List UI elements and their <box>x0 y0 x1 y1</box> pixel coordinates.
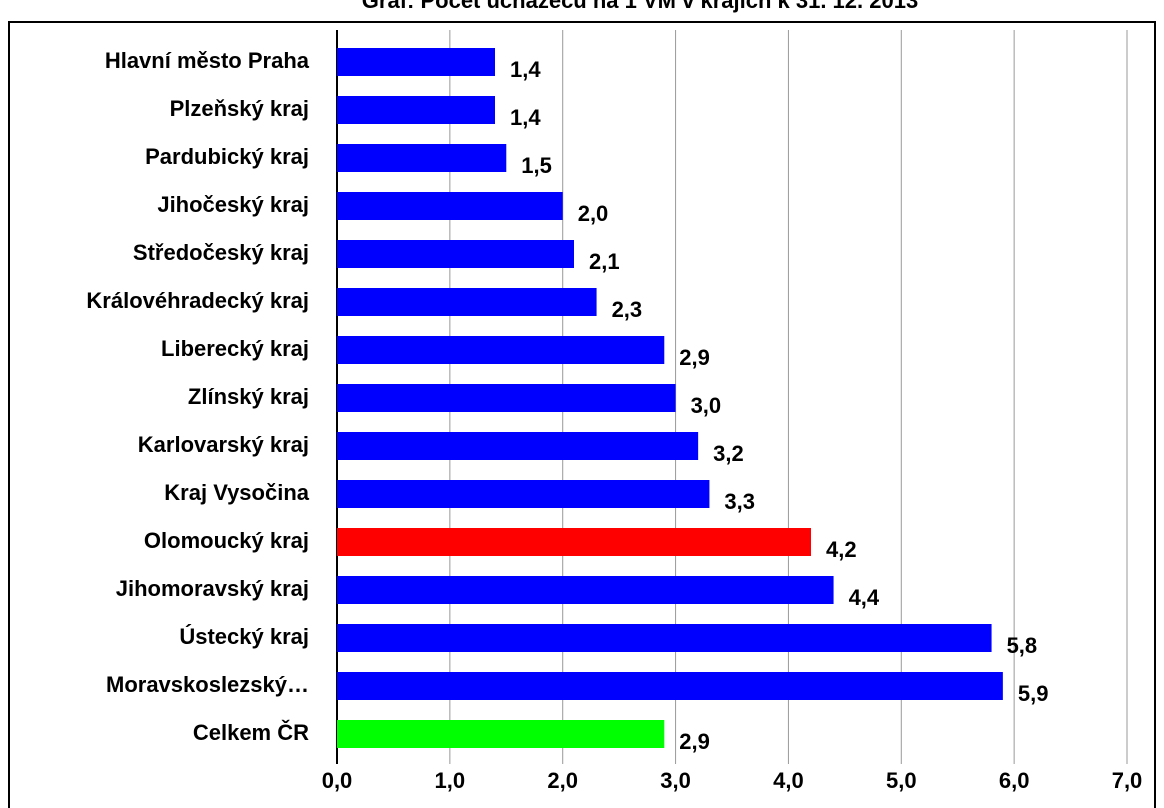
y-tick-label: Královéhradecký kraj <box>86 288 309 313</box>
y-tick-label: Moravskoslezský… <box>106 672 309 697</box>
value-label: 3,2 <box>713 441 744 466</box>
bar <box>337 576 834 604</box>
x-tick-label: 1,0 <box>435 768 466 793</box>
y-tick-label: Ústecký kraj <box>179 624 309 649</box>
bar <box>337 624 992 652</box>
bar <box>337 240 574 268</box>
x-tick-label: 0,0 <box>322 768 353 793</box>
bar <box>337 480 710 508</box>
value-label: 3,0 <box>691 393 722 418</box>
y-tick-label: Středočeský kraj <box>133 240 309 265</box>
value-label: 5,8 <box>1007 633 1038 658</box>
x-tick-label: 3,0 <box>660 768 691 793</box>
bar <box>337 720 665 748</box>
y-tick-label: Kraj Vysočina <box>164 480 309 505</box>
value-label: 2,0 <box>578 201 609 226</box>
y-tick-label: Hlavní město Praha <box>105 48 310 73</box>
value-label: 1,5 <box>521 153 552 178</box>
bar <box>337 432 699 460</box>
x-tick-label: 2,0 <box>547 768 578 793</box>
value-label: 2,9 <box>679 729 710 754</box>
x-tick-label: 7,0 <box>1112 768 1143 793</box>
x-tick-label: 4,0 <box>773 768 804 793</box>
value-label: 2,3 <box>612 297 643 322</box>
y-tick-label: Liberecký kraj <box>161 336 309 361</box>
value-label: 4,2 <box>826 537 857 562</box>
bar <box>337 384 676 412</box>
bar <box>337 192 563 220</box>
bar <box>337 144 507 172</box>
y-tick-label: Zlínský kraj <box>188 384 309 409</box>
x-tick-label: 5,0 <box>886 768 917 793</box>
value-label: 2,1 <box>589 249 620 274</box>
bar <box>337 96 495 124</box>
y-tick-label: Jihomoravský kraj <box>116 576 309 601</box>
value-label: 3,3 <box>724 489 755 514</box>
bar <box>337 528 811 556</box>
value-label: 2,9 <box>679 345 710 370</box>
bar <box>337 48 495 76</box>
value-label: 1,4 <box>510 105 541 130</box>
y-tick-label: Olomoucký kraj <box>144 528 309 553</box>
y-tick-label: Jihočeský kraj <box>157 192 309 217</box>
chart-title: Graf: Počet uchazečů na 1 VM v krajích k… <box>362 0 918 13</box>
bar <box>337 672 1003 700</box>
y-tick-label: Plzeňský kraj <box>170 96 309 121</box>
value-label: 5,9 <box>1018 681 1049 706</box>
y-tick-label: Celkem ČR <box>193 720 309 745</box>
bar <box>337 288 597 316</box>
y-tick-label: Karlovarský kraj <box>138 432 309 457</box>
x-tick-label: 6,0 <box>999 768 1030 793</box>
bar <box>337 336 665 364</box>
y-tick-label: Pardubický kraj <box>145 144 309 169</box>
value-label: 1,4 <box>510 57 541 82</box>
value-label: 4,4 <box>849 585 880 610</box>
